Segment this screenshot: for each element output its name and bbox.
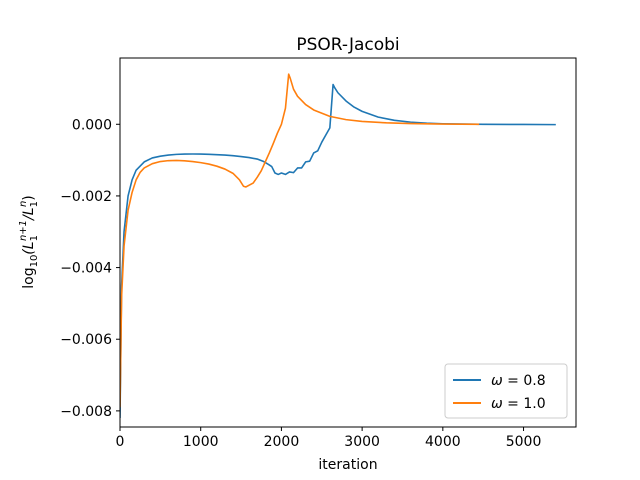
y-axis: −0.008 −0.006 −0.004 −0.002 0.000 — [60, 117, 120, 420]
chart-title: PSOR-Jacobi — [296, 35, 399, 55]
y-tick-label: 0.000 — [72, 117, 112, 133]
x-tick-label: 0 — [116, 434, 125, 450]
x-tick-label: 1000 — [183, 434, 219, 450]
x-tick-label: 5000 — [506, 434, 542, 450]
legend-label: ω = 1.0 — [491, 396, 546, 412]
y-axis-label: log10(L1n+1/L1n) — [18, 195, 40, 289]
x-tick-label: 3000 — [344, 434, 380, 450]
x-axis-label: iteration — [318, 457, 377, 473]
series-line-2 — [120, 73, 480, 408]
x-tick-label: 4000 — [425, 434, 461, 450]
axes-frame — [119, 57, 577, 428]
legend: ω = 0.8 ω = 1.0 — [444, 363, 568, 419]
x-tick-label: 2000 — [264, 434, 300, 450]
x-axis: 0 1000 2000 3000 4000 5000 — [116, 427, 542, 450]
y-tick-label: −0.008 — [60, 404, 112, 420]
y-tick-label: −0.006 — [60, 332, 112, 348]
legend-box — [444, 363, 568, 419]
legend-label: ω = 0.8 — [491, 373, 546, 389]
plot-area — [120, 73, 556, 419]
y-tick-label: −0.002 — [60, 189, 112, 205]
y-tick-label: −0.004 — [60, 261, 112, 277]
series-line-1 — [120, 83, 556, 419]
